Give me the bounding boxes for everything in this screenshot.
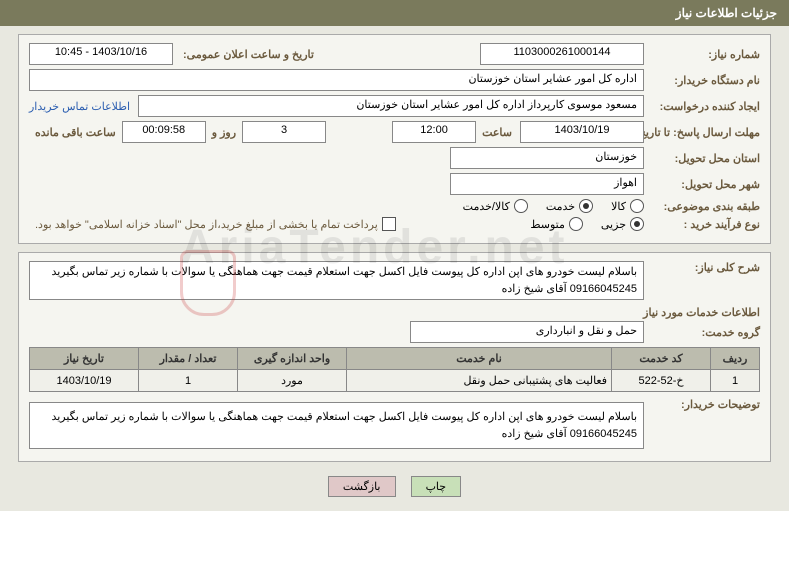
back-button[interactable]: بازگشت [328,476,396,497]
need-desc-label: شرح کلی نیاز: [650,261,760,274]
announce-label: تاریخ و ساعت اعلان عمومی: [183,48,314,61]
buyer-org-label: نام دستگاه خریدار: [650,74,760,87]
main-panel: شماره نیاز: 1103000261000144 تاریخ و ساع… [18,34,771,244]
cell-date: 1403/10/19 [30,370,139,392]
services-table: ردیف کد خدمت نام خدمت واحد اندازه گیری ت… [29,347,760,392]
need-no-label: شماره نیاز: [650,48,760,61]
deadline-date: 1403/10/19 [520,121,644,143]
radio-goods[interactable]: کالا [611,199,644,213]
deadline-label: مهلت ارسال پاسخ: تا تاریخ: [650,126,760,139]
col-date: تاریخ نیاز [30,348,139,370]
buyer-notes-label: توضیحات خریدار: [650,398,760,411]
city-label: شهر محل تحویل: [650,178,760,191]
radio-goods-label: کالا [611,200,626,213]
deadline-time: 12:00 [392,121,476,143]
province-label: استان محل تحویل: [650,152,760,165]
form-body: شماره نیاز: 1103000261000144 تاریخ و ساع… [0,26,789,511]
radio-dot-icon [569,217,583,231]
remaining-days: 3 [242,121,326,143]
button-bar: چاپ بازگشت [18,470,771,503]
radio-dot-icon [630,199,644,213]
table-row: 1 خ-52-522 فعالیت های پشتیبانی حمل ونقل … [30,370,760,392]
buyer-org-value: اداره کل امور عشایر استان خوزستان [29,69,644,91]
remaining-label: ساعت باقی مانده [35,126,116,139]
contact-link[interactable]: اطلاعات تماس خریدار [29,100,130,113]
details-panel: شرح کلی نیاز: باسلام لیست خودرو های اپن … [18,252,771,462]
table-header-row: ردیف کد خدمت نام خدمت واحد اندازه گیری ت… [30,348,760,370]
requester-value: مسعود موسوی کارپرداز اداره کل امور عشایر… [138,95,644,117]
buytype-label: نوع فرآیند خرید : [650,218,760,231]
need-desc-value: باسلام لیست خودرو های اپن اداره کل پیوست… [29,261,644,300]
col-qty: تعداد / مقدار [139,348,238,370]
requester-label: ایجاد کننده درخواست: [650,100,760,113]
time-label: ساعت [482,126,512,139]
radio-medium[interactable]: متوسط [530,217,583,231]
buyer-notes-value: باسلام لیست خودرو های اپن اداره کل پیوست… [29,402,644,449]
service-group-value: حمل و نقل و انبارداری [410,321,644,343]
cell-name: فعالیت های پشتیبانی حمل ونقل [347,370,612,392]
subject-label: طبقه بندی موضوعی: [650,200,760,213]
radio-service[interactable]: خدمت [546,199,593,213]
radio-minor-label: جزیی [601,218,626,231]
cell-qty: 1 [139,370,238,392]
col-code: کد خدمت [612,348,711,370]
service-group-label: گروه خدمت: [650,326,760,339]
radio-dot-icon [630,217,644,231]
pay-note: پرداخت تمام یا بخشی از مبلغ خرید،از محل … [35,218,378,231]
col-name: نام خدمت [347,348,612,370]
col-row: ردیف [711,348,760,370]
radio-gs-label: کالا/خدمت [463,200,510,213]
remaining-time: 00:09:58 [122,121,206,143]
announce-value: 1403/10/16 - 10:45 [29,43,173,65]
radio-medium-label: متوسط [530,218,565,231]
radio-dot-icon [579,199,593,213]
province-value: خوزستان [450,147,644,169]
print-button[interactable]: چاپ [411,476,462,497]
col-unit: واحد اندازه گیری [238,348,347,370]
cell-code: خ-52-522 [612,370,711,392]
cell-unit: مورد [238,370,347,392]
radio-goods-service[interactable]: کالا/خدمت [463,199,528,213]
radio-minor[interactable]: جزیی [601,217,644,231]
panel-header: جزئیات اطلاعات نیاز [0,0,789,26]
treasury-checkbox[interactable] [382,217,396,231]
need-no-value: 1103000261000144 [480,43,644,65]
cell-row: 1 [711,370,760,392]
days-and-label: روز و [212,126,236,139]
radio-dot-icon [514,199,528,213]
city-value: اهواز [450,173,644,195]
radio-service-label: خدمت [546,200,575,213]
services-title: اطلاعات خدمات مورد نیاز [29,306,760,319]
